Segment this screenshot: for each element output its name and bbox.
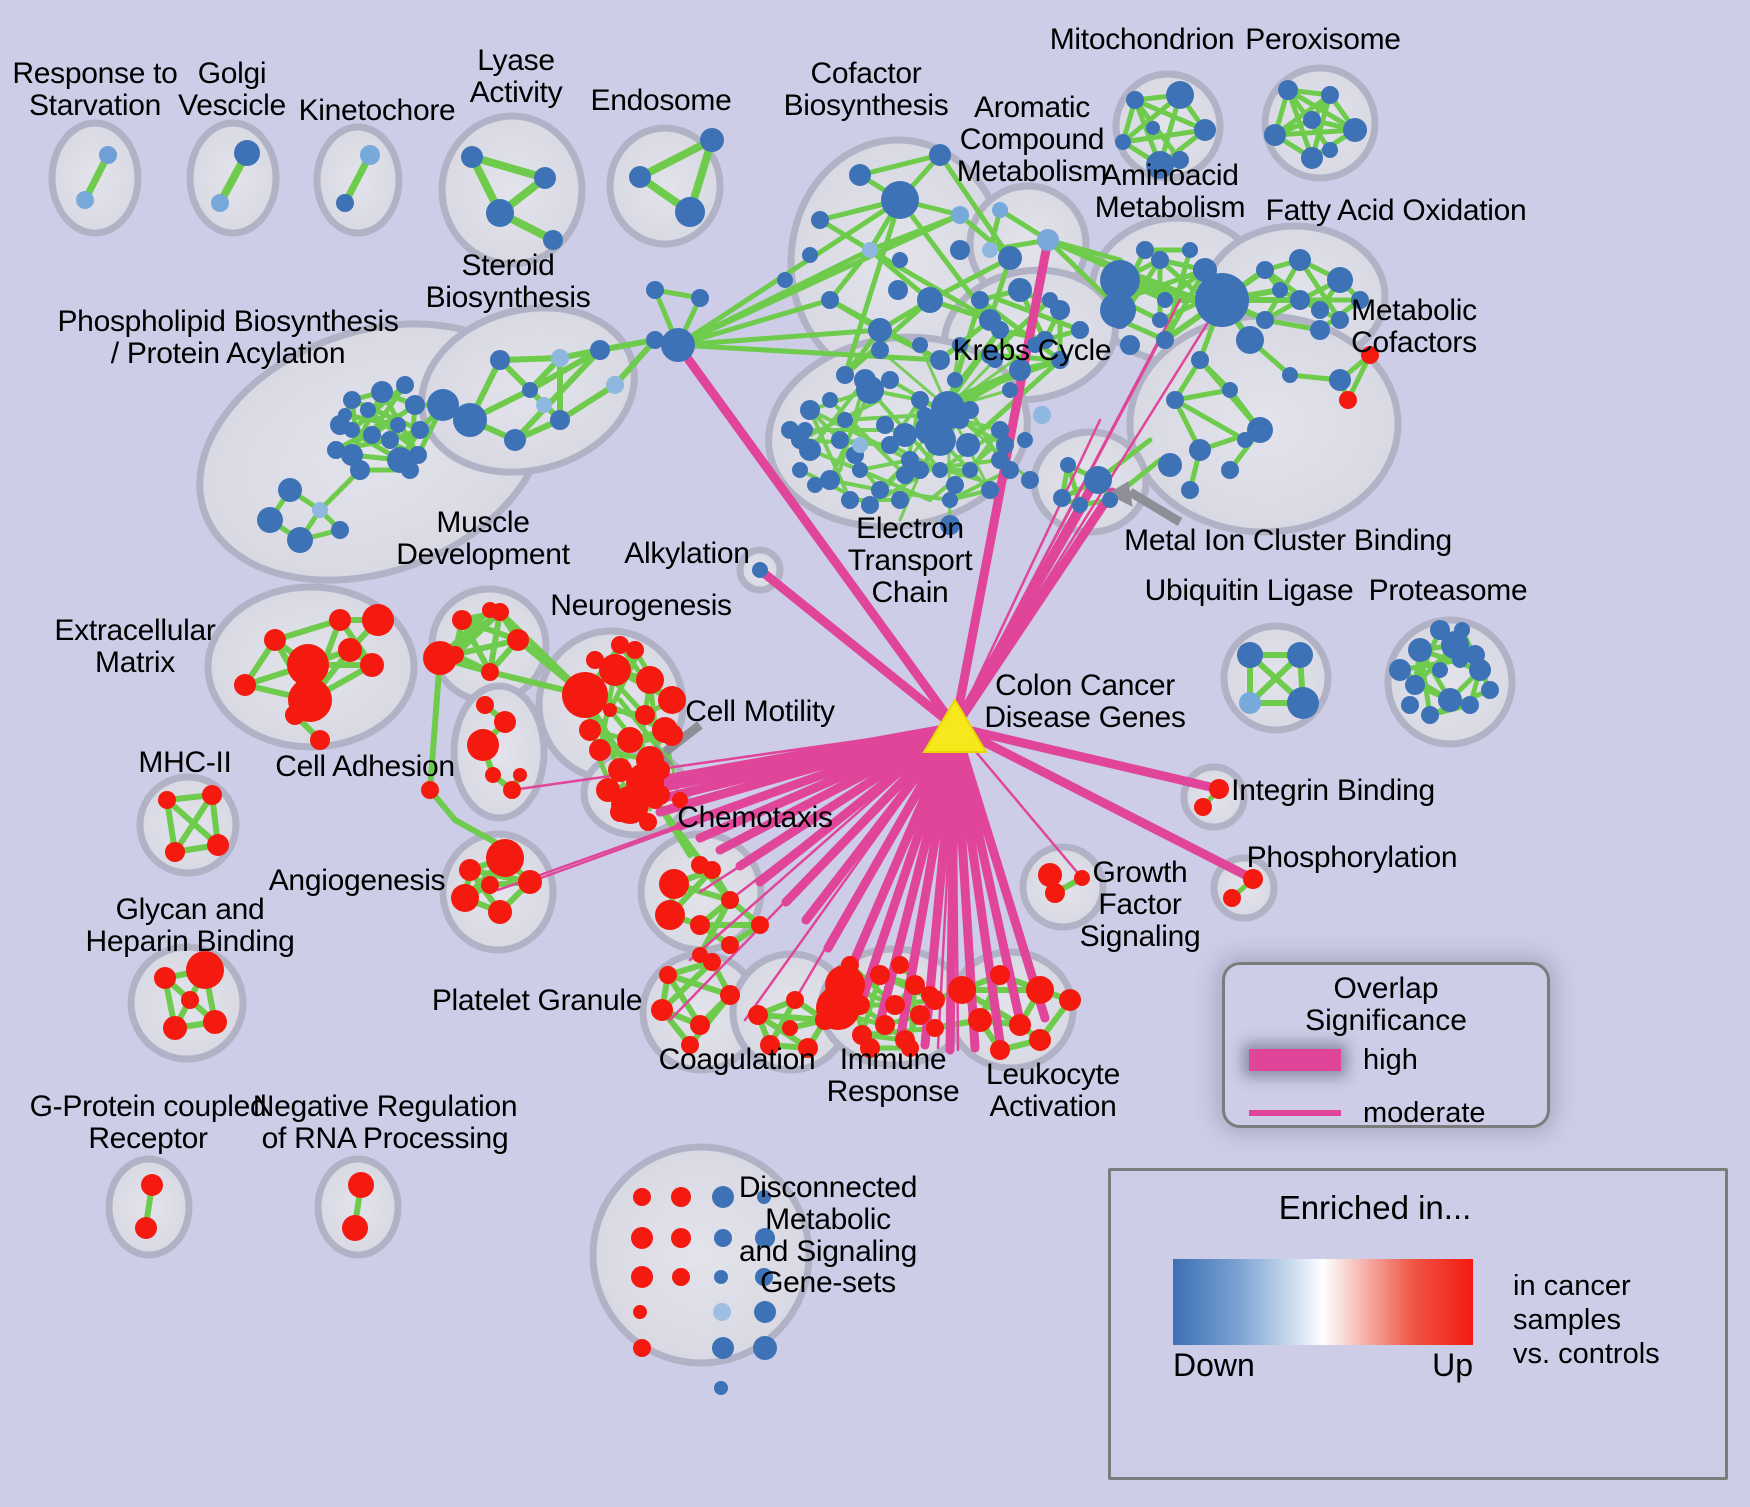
legend-swatch-high-edge	[1249, 1049, 1341, 1072]
legend-colorbar-wrap: Down Up	[1173, 1259, 1473, 1384]
legend-label-down: Down	[1173, 1347, 1255, 1383]
legend-overlap-significance: Overlap Significance high moderate	[1222, 962, 1550, 1130]
colon-cancer-hub-node[interactable]	[922, 698, 988, 753]
legend-colorbar-gradient	[1173, 1259, 1473, 1345]
legend-enriched-title: Enriched in...	[1278, 1189, 1472, 1226]
legend-overlap-title-line2: Significance	[1305, 1004, 1467, 1038]
legend-enriched-in: Enriched in... Down Up in cancer samples…	[1108, 1168, 1728, 1480]
legend-side-line3: vs. controls	[1513, 1338, 1660, 1371]
legend-label-high: high	[1363, 1043, 1418, 1076]
legend-row-moderate: moderate	[1225, 1097, 1547, 1130]
arrow-metal-ion-cluster-binding	[1106, 481, 1183, 526]
legend-side-line1: in cancer	[1513, 1270, 1631, 1302]
legend-label-moderate: moderate	[1363, 1096, 1486, 1129]
legend-side-line2: samples	[1513, 1304, 1621, 1337]
legend-label-up: Up	[1432, 1347, 1473, 1383]
legend-overlap-title-line1: Overlap	[1333, 972, 1439, 1005]
legend-row-high: high	[1225, 1044, 1547, 1077]
legend-enriched-side-text: in cancer samples vs. controls	[1513, 1269, 1660, 1372]
legend-swatch-moderate-edge	[1249, 1110, 1341, 1117]
gene-set-nodes	[76, 80, 1499, 1395]
